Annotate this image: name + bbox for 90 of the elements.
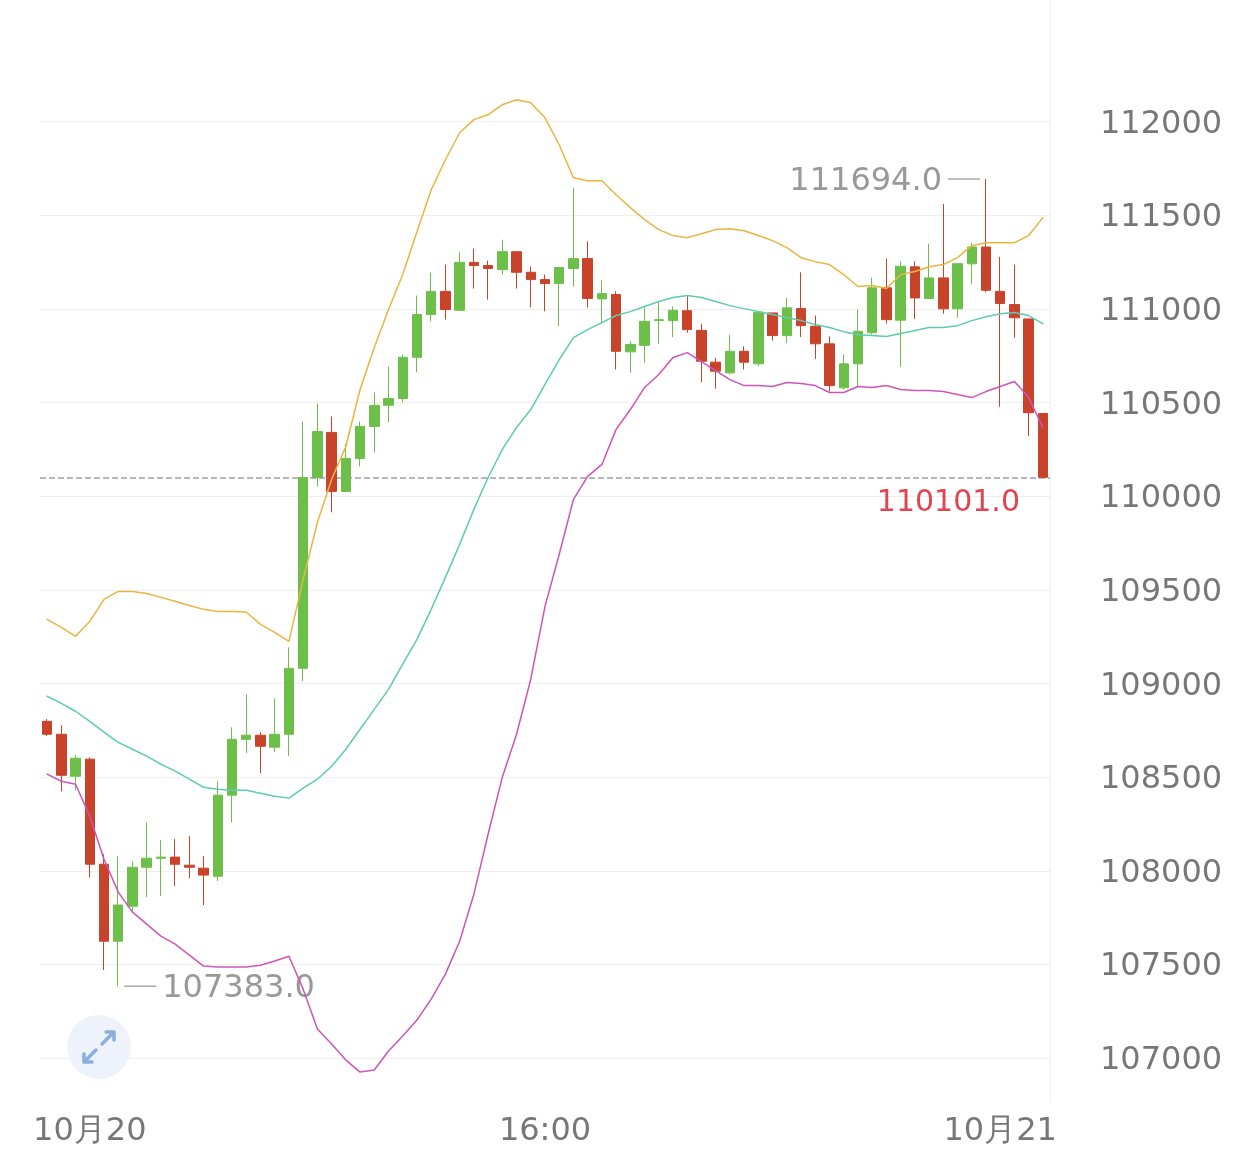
candlestick (540, 274, 550, 312)
candlestick (412, 295, 422, 373)
candlestick (42, 718, 52, 737)
candlestick (85, 756, 95, 878)
candlestick (398, 354, 408, 403)
candlestick (782, 297, 792, 344)
candlestick (341, 442, 351, 492)
candlestick (753, 311, 764, 367)
candlestick (141, 821, 152, 898)
candlestick (369, 392, 380, 453)
candlestick (668, 305, 678, 338)
candlestick (469, 248, 479, 290)
candlestick (1038, 412, 1048, 478)
candlestick (895, 260, 906, 368)
y-tick-label: 110000 (1100, 477, 1223, 516)
candlestick (198, 855, 209, 906)
candlestick (70, 754, 81, 791)
candlestick (554, 267, 564, 327)
candlestick (739, 345, 749, 370)
x-tick-label: 10月20 (33, 1110, 147, 1148)
candlestick (853, 309, 863, 387)
candlestick (725, 334, 735, 376)
candlestick (767, 312, 778, 342)
candlestick (867, 277, 877, 336)
candlestick (113, 855, 123, 987)
candlestick (426, 272, 436, 322)
candlestick (824, 335, 835, 392)
candlestick (582, 240, 593, 308)
y-tick-label: 110500 (1100, 383, 1223, 422)
candlestick (127, 860, 138, 913)
candlestick (625, 340, 636, 374)
y-tick-label: 108500 (1100, 758, 1223, 797)
candlestick (213, 780, 223, 882)
candlestick (526, 266, 536, 308)
y-tick-label: 112000 (1100, 102, 1223, 141)
candlestick (881, 258, 892, 325)
candlestick (924, 243, 934, 299)
candlestick (568, 187, 579, 288)
ref-line-label: 110101.0 (876, 482, 1020, 518)
candlestick (184, 835, 195, 879)
candlestick (839, 354, 849, 391)
candlestick (796, 271, 806, 338)
candlestick (241, 693, 251, 754)
candlestick (938, 203, 949, 315)
y-tick-label: 107500 (1100, 945, 1223, 984)
line-series (46, 294, 1044, 799)
candlestick (810, 315, 821, 360)
candlestick (696, 323, 707, 383)
candlestick (326, 415, 337, 513)
y-tick-label: 108000 (1100, 851, 1223, 890)
candlestick (284, 646, 294, 757)
candlestick (454, 251, 465, 312)
line-series (46, 99, 1044, 643)
candlestick (995, 256, 1005, 408)
line-series (46, 351, 1044, 1073)
candlestick (597, 279, 607, 325)
candlestick (910, 260, 920, 320)
candlestick (981, 178, 991, 293)
candlestick (383, 365, 394, 423)
candlestick (710, 357, 721, 390)
y-tick-label: 109500 (1100, 570, 1223, 609)
candlestick (56, 724, 67, 792)
candlestick (611, 290, 621, 370)
candlestick (312, 403, 323, 488)
candlestick (483, 260, 493, 301)
candlestick (170, 838, 180, 887)
y-tick-label: 107000 (1100, 1039, 1223, 1078)
candlestick (298, 421, 308, 682)
candlestick (639, 307, 650, 364)
candlestick (440, 264, 451, 321)
candlestick (511, 251, 522, 290)
candlestick (967, 242, 977, 285)
y-tick-label: 111000 (1100, 289, 1223, 328)
candlestick (355, 421, 365, 467)
candlestick (156, 839, 166, 897)
candlestick (99, 853, 109, 971)
candlestick (1023, 318, 1034, 437)
candlestick (269, 697, 280, 753)
candlestick (255, 731, 266, 774)
x-tick-label: 10月21 (943, 1110, 1057, 1148)
y-tick-label: 109000 (1100, 664, 1223, 703)
candlestick (1009, 264, 1020, 339)
annotation: 111694.0 (789, 160, 942, 199)
candlestick (654, 301, 664, 345)
candlestick (952, 263, 963, 319)
y-tick-label: 111500 (1100, 196, 1223, 235)
candlestick (682, 295, 692, 334)
candlestick (227, 726, 237, 823)
candlestick (497, 239, 508, 276)
x-tick-label: 16:00 (498, 1110, 592, 1148)
